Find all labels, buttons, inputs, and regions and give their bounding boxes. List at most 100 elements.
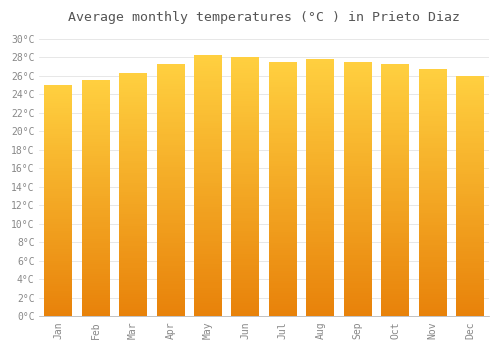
Bar — [156, 208, 184, 210]
Bar — [344, 174, 372, 176]
Bar — [381, 183, 410, 186]
Bar — [269, 253, 297, 255]
Bar — [232, 135, 260, 138]
Bar — [418, 111, 447, 114]
Bar — [418, 131, 447, 133]
Bar — [194, 149, 222, 152]
Bar — [418, 215, 447, 218]
Bar — [82, 125, 110, 127]
Bar — [44, 138, 72, 141]
Bar — [456, 114, 484, 117]
Bar — [381, 175, 410, 178]
Bar — [82, 153, 110, 156]
Bar — [269, 306, 297, 309]
Bar — [156, 200, 184, 203]
Bar — [306, 157, 334, 160]
Bar — [156, 175, 184, 177]
Bar — [306, 59, 334, 62]
Bar — [344, 135, 372, 138]
Bar — [82, 231, 110, 234]
Bar — [156, 281, 184, 284]
Bar — [82, 238, 110, 241]
Bar — [456, 205, 484, 208]
Bar — [156, 187, 184, 190]
Bar — [418, 124, 447, 126]
Bar — [194, 267, 222, 270]
Bar — [381, 79, 410, 82]
Bar — [44, 103, 72, 106]
Bar — [82, 262, 110, 265]
Bar — [306, 185, 334, 188]
Bar — [456, 208, 484, 210]
Bar — [119, 112, 147, 114]
Bar — [344, 271, 372, 273]
Bar — [381, 97, 410, 100]
Bar — [156, 149, 184, 152]
Bar — [381, 145, 410, 148]
Bar — [44, 161, 72, 164]
Bar — [344, 235, 372, 238]
Bar — [156, 193, 184, 195]
Bar — [381, 301, 410, 304]
Bar — [232, 231, 260, 233]
Bar — [381, 281, 410, 284]
Bar — [344, 306, 372, 309]
Bar — [381, 256, 410, 259]
Bar — [306, 278, 334, 280]
Bar — [306, 254, 334, 257]
Bar — [381, 92, 410, 95]
Bar — [344, 72, 372, 75]
Bar — [44, 288, 72, 291]
Bar — [194, 94, 222, 97]
Bar — [306, 234, 334, 237]
Bar — [269, 156, 297, 159]
Bar — [44, 277, 72, 279]
Bar — [44, 238, 72, 240]
Bar — [344, 64, 372, 67]
Bar — [44, 281, 72, 284]
Bar — [232, 80, 260, 83]
Bar — [306, 149, 334, 152]
Bar — [381, 90, 410, 92]
Bar — [44, 314, 72, 316]
Bar — [44, 180, 72, 182]
Bar — [232, 189, 260, 192]
Bar — [344, 293, 372, 296]
Bar — [194, 290, 222, 293]
Bar — [194, 261, 222, 264]
Bar — [82, 229, 110, 231]
Bar — [82, 212, 110, 215]
Bar — [194, 233, 222, 236]
Bar — [418, 304, 447, 307]
Bar — [306, 126, 334, 128]
Bar — [344, 309, 372, 311]
Bar — [418, 163, 447, 166]
Bar — [269, 64, 297, 67]
Bar — [344, 202, 372, 204]
Bar — [306, 92, 334, 95]
Bar — [82, 168, 110, 170]
Bar — [381, 72, 410, 75]
Bar — [156, 299, 184, 301]
Bar — [232, 285, 260, 288]
Bar — [82, 92, 110, 94]
Bar — [269, 184, 297, 187]
Bar — [456, 210, 484, 213]
Bar — [194, 217, 222, 220]
Bar — [119, 270, 147, 273]
Bar — [456, 88, 484, 90]
Bar — [232, 187, 260, 189]
Bar — [119, 297, 147, 299]
Bar — [306, 275, 334, 278]
Bar — [232, 145, 260, 148]
Bar — [44, 145, 72, 147]
Bar — [306, 66, 334, 69]
Bar — [194, 157, 222, 160]
Bar — [456, 241, 484, 244]
Bar — [306, 131, 334, 134]
Bar — [381, 160, 410, 163]
Bar — [156, 261, 184, 263]
Bar — [269, 215, 297, 217]
Bar — [418, 141, 447, 144]
Bar — [381, 306, 410, 309]
